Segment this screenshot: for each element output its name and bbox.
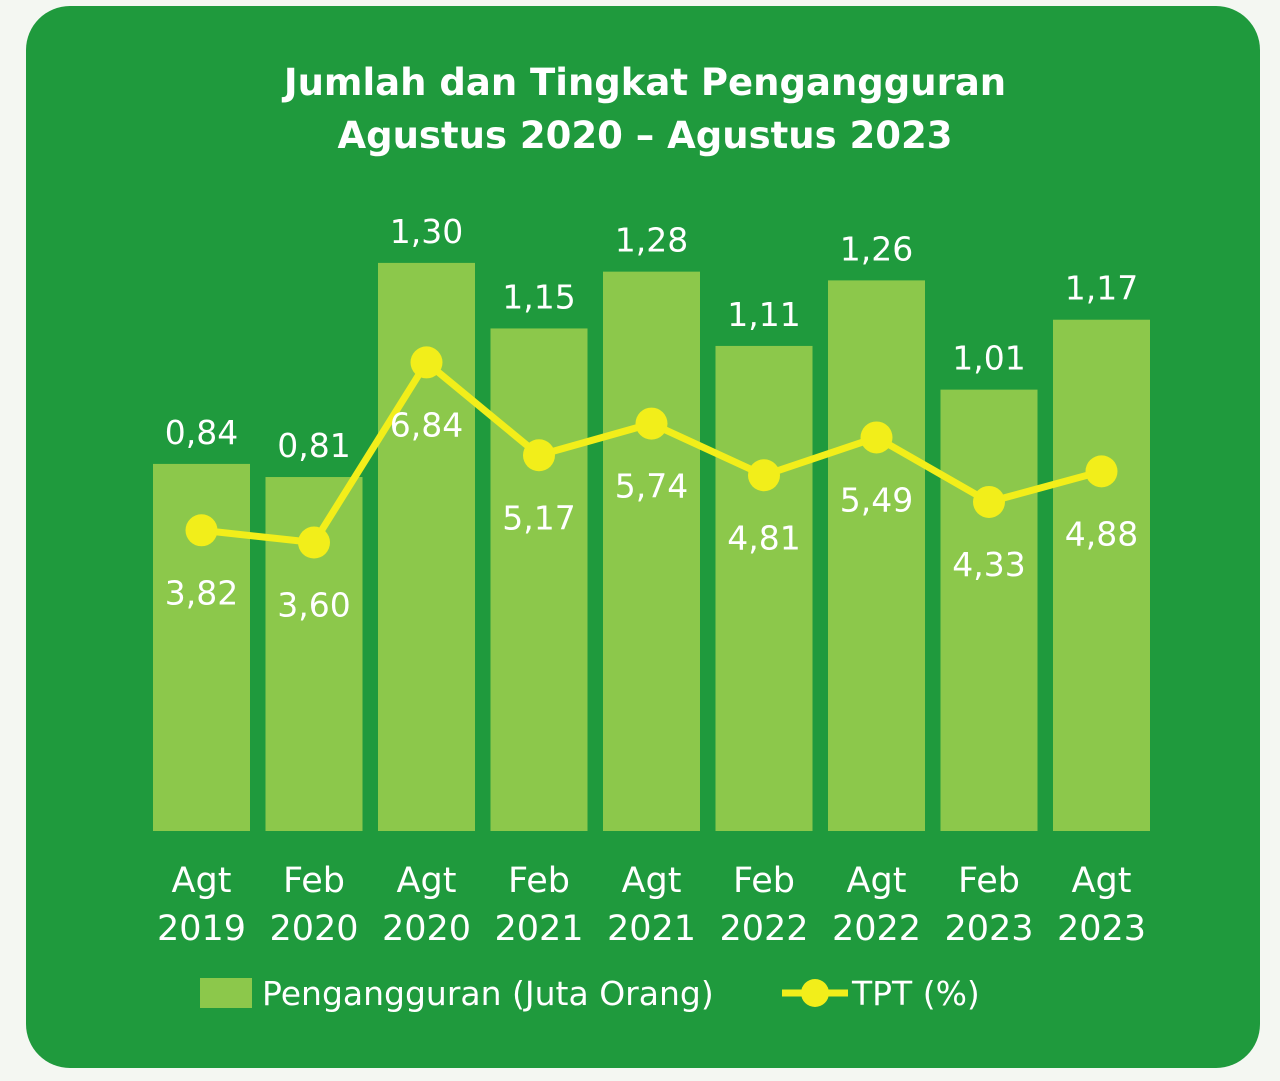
x-tick-label-month: Agt: [622, 861, 682, 901]
x-tick-label-month: Feb: [283, 861, 345, 901]
x-tick-label-year: 2020: [269, 909, 358, 949]
x-tick-label-year: 2021: [494, 909, 583, 949]
tpt-value-labels: 3,82 3,60 6,84 5,17 5,74 4,81 5,49 4,33 4,88: [165, 405, 1138, 624]
tpt-point: [523, 439, 555, 472]
tpt-value-label: 6,84: [390, 405, 463, 444]
x-tick-label-month: Feb: [508, 861, 570, 901]
x-tick-label-year: 2022: [719, 909, 808, 949]
bar: [940, 389, 1038, 831]
bar-value-label: 1,26: [840, 229, 913, 268]
legend-bar-label: Pengangguran (Juta Orang): [262, 974, 714, 1013]
x-tick-label-year: 2022: [832, 909, 921, 949]
x-tick-label-month: Agt: [397, 861, 457, 901]
x-tick-label-month: Agt: [1072, 861, 1132, 901]
bar-value-label: 0,84: [165, 413, 238, 452]
bar-value-label: 1,17: [1065, 269, 1138, 308]
tpt-point: [860, 421, 893, 454]
legend-bar-swatch: [200, 978, 252, 1008]
bar: [828, 280, 925, 831]
bar: [715, 345, 813, 831]
tpt-value-label: 5,49: [840, 480, 913, 519]
bar: [1053, 319, 1150, 831]
tpt-point: [185, 514, 218, 547]
x-tick-label-year: 2023: [944, 909, 1033, 949]
tpt-value-label: 3,82: [165, 573, 238, 612]
tpt-line-series: [185, 346, 1118, 559]
tpt-value-label: 4,88: [1065, 514, 1138, 553]
bar: [603, 271, 700, 831]
bar-value-labels: 0,84 0,81 1,30 1,15 1,28 1,11 1,26 1,01 1,17: [165, 212, 1138, 465]
legend-line-label: TPT (%): [851, 974, 980, 1013]
chart-subtitle: Agustus 2020 – Agustus 2023: [337, 114, 952, 157]
bar-value-label: 1,01: [952, 339, 1025, 378]
bar-value-label: 1,11: [727, 295, 800, 334]
bar-value-label: 0,81: [277, 426, 350, 465]
tpt-point: [410, 346, 443, 379]
bar-value-label: 1,30: [390, 212, 463, 251]
bar-series: [153, 262, 1150, 831]
x-tick-label-month: Feb: [958, 861, 1020, 901]
x-tick-label-year: 2020: [382, 909, 471, 949]
tpt-point: [298, 526, 330, 559]
tpt-value-label: 4,81: [727, 518, 800, 557]
tpt-point: [973, 485, 1005, 518]
tpt-value-label: 4,33: [952, 545, 1025, 584]
x-tick-label-month: Agt: [172, 861, 232, 901]
x-tick-label-year: 2023: [1057, 909, 1146, 949]
chart-title: Jumlah dan Tingkat Pengangguran: [281, 61, 1006, 104]
tpt-point: [1085, 455, 1118, 488]
bar-value-label: 1,15: [502, 277, 575, 316]
tpt-point: [635, 407, 668, 440]
x-tick-label-year: 2019: [157, 909, 246, 949]
tpt-point: [748, 459, 780, 492]
x-axis-tick-labels: Agt 2019 Feb 2020 Agt 2020 Feb 2021 Agt 2021 Feb 20…: [157, 861, 1146, 949]
bar: [490, 328, 588, 831]
x-tick-label-year: 2021: [607, 909, 696, 949]
chart-title-group: Jumlah dan Tingkat Pengangguran Agustus …: [281, 61, 1006, 157]
x-tick-label-month: Agt: [847, 861, 907, 901]
tpt-value-label: 3,60: [277, 586, 350, 625]
tpt-value-label: 5,17: [502, 498, 575, 537]
legend: Pengangguran (Juta Orang) TPT (%): [200, 974, 980, 1013]
legend-line-marker: [801, 979, 829, 1007]
bar-value-label: 1,28: [615, 221, 688, 260]
tpt-value-label: 5,74: [615, 467, 688, 506]
x-tick-label-month: Feb: [733, 861, 795, 901]
